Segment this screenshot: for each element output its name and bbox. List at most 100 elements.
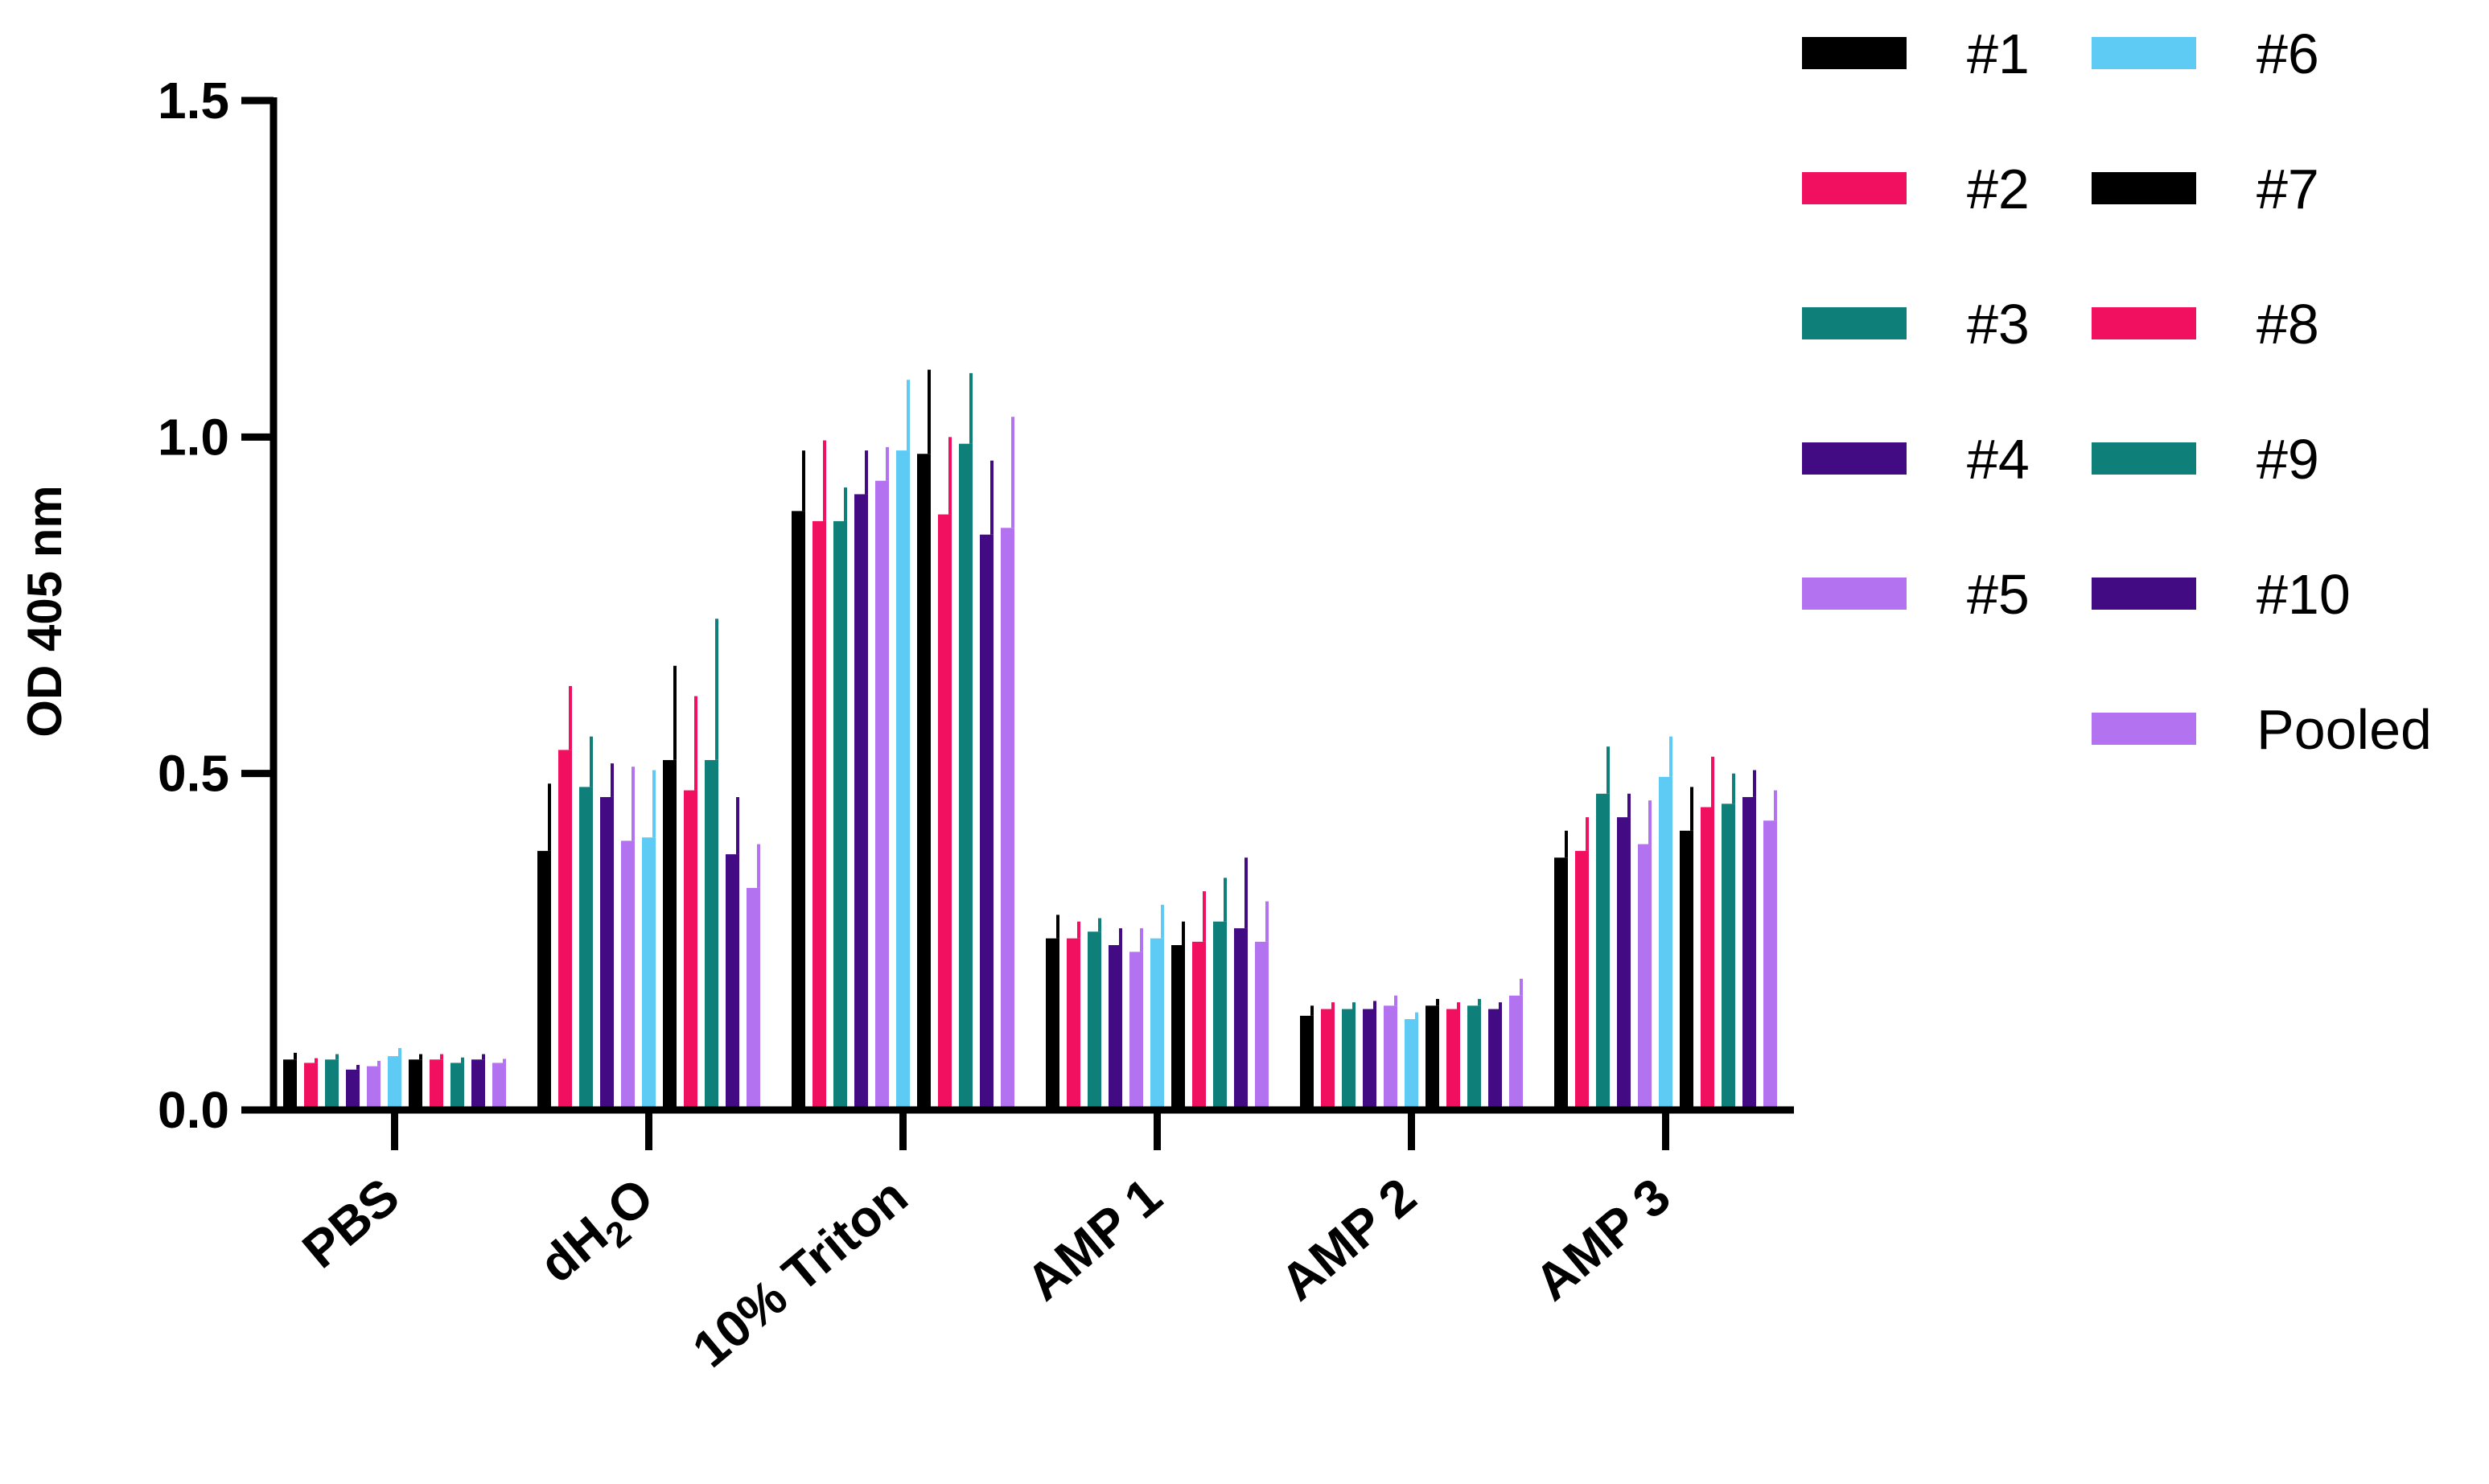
bar [1192, 941, 1206, 1110]
legend-label: Pooled [2257, 698, 2432, 761]
x-category-label: AMP 3 [1524, 1167, 1681, 1312]
bar [1659, 776, 1672, 1110]
bar [792, 511, 805, 1110]
legend-swatch [2092, 442, 2196, 475]
legend-item: #3 [1802, 293, 2030, 356]
bar [1680, 830, 1693, 1110]
bar [1701, 807, 1714, 1110]
bar [1255, 941, 1269, 1110]
bar [1384, 1005, 1397, 1110]
bar [896, 450, 910, 1110]
bar [813, 520, 826, 1110]
bar [1617, 817, 1631, 1110]
legend-label: #10 [2257, 563, 2351, 626]
bar [917, 454, 931, 1110]
legend-item: Pooled [2092, 698, 2432, 761]
bar [537, 850, 551, 1110]
x-category-labels: PBS dH2O 10% Triton AMP 1 AMP 2 AMP 3 [291, 1167, 1681, 1379]
bar [1088, 931, 1101, 1110]
bar [558, 750, 572, 1110]
legend-swatch [1802, 172, 1907, 204]
bar [304, 1063, 318, 1110]
bar [980, 534, 994, 1110]
bar [1300, 1015, 1314, 1110]
bar [471, 1059, 485, 1110]
bar [1213, 921, 1227, 1110]
legend-swatch [1802, 578, 1907, 610]
bar [388, 1056, 401, 1110]
bar [1467, 1005, 1481, 1110]
bar [1363, 1009, 1376, 1110]
bar [283, 1059, 297, 1110]
bar [959, 443, 973, 1110]
bar [492, 1063, 506, 1110]
bar [938, 514, 952, 1110]
bar [642, 837, 656, 1110]
y-ticks: 0.0 0.5 1.0 1.5 [158, 72, 274, 1139]
legend-swatch [1802, 442, 1907, 475]
bar [1171, 945, 1185, 1110]
x-category-label: 10% Triton [681, 1167, 918, 1379]
bar [1509, 995, 1523, 1110]
y-tick-label: 1.5 [158, 72, 229, 129]
bar [600, 796, 614, 1110]
y-tick-label: 1.0 [158, 408, 229, 466]
x-category-label: AMP 2 [1269, 1167, 1426, 1312]
legend-item: #5 [1802, 563, 2030, 626]
legend-label: #3 [1967, 293, 2030, 356]
bar [1342, 1009, 1356, 1110]
axes [269, 97, 1794, 1150]
bar [430, 1059, 443, 1110]
legend-label: #6 [2257, 23, 2319, 85]
bar [450, 1063, 464, 1110]
bar [1488, 1009, 1502, 1110]
bar [1742, 796, 1756, 1110]
bar [579, 787, 593, 1110]
bar [747, 887, 760, 1110]
legend-item: #1 [1802, 23, 2030, 85]
legend-swatch [1802, 37, 1907, 69]
legend-item: #4 [1802, 428, 2030, 491]
x-category-label: PBS [291, 1167, 409, 1280]
bar [367, 1066, 381, 1110]
legend-label: #7 [2257, 158, 2319, 220]
bar [1596, 793, 1610, 1110]
legend-label: #4 [1967, 428, 2030, 491]
x-category-label: dH2O [529, 1167, 669, 1300]
legend-swatch [2092, 37, 2196, 69]
y-axis-title: OD 405 nm [18, 485, 72, 737]
bar [833, 520, 847, 1110]
bar [1234, 928, 1248, 1110]
bar [621, 841, 635, 1110]
y-tick-label: 0.0 [158, 1081, 229, 1139]
bar [663, 759, 677, 1110]
bar [325, 1059, 339, 1110]
legend-item: #10 [2092, 563, 2351, 626]
bar [854, 494, 868, 1110]
bar [1446, 1009, 1460, 1110]
y-tick-label: 0.5 [158, 745, 229, 803]
legend-swatch [2092, 307, 2196, 339]
legend-label: #8 [2257, 293, 2319, 356]
bar [1426, 1005, 1439, 1110]
legend-label: #2 [1967, 158, 2030, 220]
bar [1575, 850, 1589, 1110]
legend-item: #6 [2092, 23, 2319, 85]
bar [726, 854, 739, 1110]
legend-swatch [2092, 578, 2196, 610]
bar [409, 1059, 422, 1110]
bar [1405, 1019, 1418, 1110]
bar [1763, 820, 1777, 1110]
bar [1150, 938, 1164, 1110]
legend-swatch [2092, 172, 2196, 204]
legend-label: #9 [2257, 428, 2319, 491]
bar [875, 480, 889, 1110]
bar [1109, 945, 1122, 1110]
legend-label: #5 [1967, 563, 2030, 626]
bar [684, 790, 697, 1110]
legend-item: #9 [2092, 428, 2319, 491]
bar [705, 759, 718, 1110]
bar [1321, 1009, 1335, 1110]
legend-label: #1 [1967, 23, 2030, 85]
